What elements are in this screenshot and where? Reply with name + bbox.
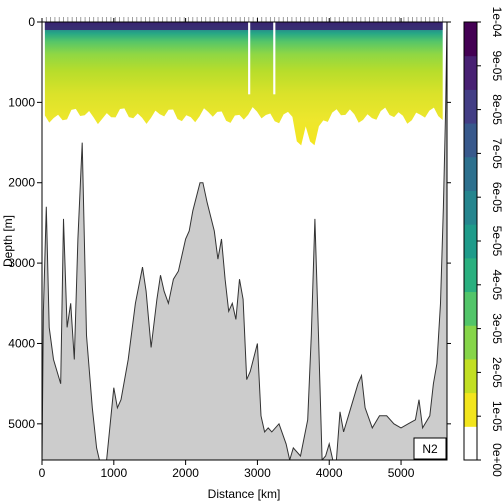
x-tick-label: 0 (39, 466, 46, 480)
y-tick-label: 5000 (8, 417, 35, 431)
x-tick-label: 2000 (172, 466, 199, 480)
x-axis-title: Distance [km] (208, 487, 281, 501)
colorbar-tick-label: 7e-05 (490, 138, 504, 169)
variable-label: N2 (422, 442, 438, 456)
x-tick-label: 3000 (244, 466, 271, 480)
plot-area (42, 17, 447, 460)
colorbar-cell (464, 22, 477, 56)
colorbar-cell (464, 292, 477, 326)
colorbar-cell (464, 393, 477, 427)
y-axis-title: Depth [m] (1, 215, 15, 267)
colorbar-cell (464, 123, 477, 157)
y-tick-label: 4000 (8, 336, 35, 350)
station-ticks (46, 17, 442, 22)
colorbar-tick-label: 4e-05 (490, 269, 504, 300)
x-tick-label: 5000 (388, 466, 415, 480)
y-tick-label: 0 (28, 15, 35, 29)
colorbar-tick-label: 1e-05 (490, 401, 504, 432)
colorbar-cell (464, 426, 477, 460)
colorbar-cell (464, 190, 477, 224)
colorbar-tick-label: 2e-05 (490, 357, 504, 388)
n2-surface-maximum-band (45, 22, 443, 30)
colorbar-cell (464, 157, 477, 191)
colorbar-tick-label: 0e+00 (490, 443, 504, 477)
colorbar-cell (464, 224, 477, 258)
y-tick-label: 2000 (8, 176, 35, 190)
colorbar-cell (464, 89, 477, 123)
colorbar-tick-label: 5e-05 (490, 226, 504, 257)
x-tick-label: 1000 (100, 466, 127, 480)
data-gap (273, 22, 275, 94)
y-tick-label: 1000 (8, 95, 35, 109)
colorbar-tick-label: 8e-05 (490, 94, 504, 125)
colorbar-cell (464, 56, 477, 90)
colorbar-cell (464, 359, 477, 393)
colorbar-tick-label: 6e-05 (490, 182, 504, 213)
colorbar-cell (464, 325, 477, 359)
colorbar-cell (464, 258, 477, 292)
colorbar-tick-label: 9e-05 (490, 50, 504, 81)
x-tick-label: 4000 (316, 466, 343, 480)
data-gap (248, 22, 250, 94)
colorbar: 0e+00 1e-05 2e-05 3e-05 4e-05 5e-05 6e-05 7e-05… (464, 7, 504, 478)
colorbar-tick-label: 3e-05 (490, 313, 504, 344)
colorbar-tick-label: 1e-04 (490, 7, 504, 38)
variable-label-box: N2 (414, 438, 446, 459)
